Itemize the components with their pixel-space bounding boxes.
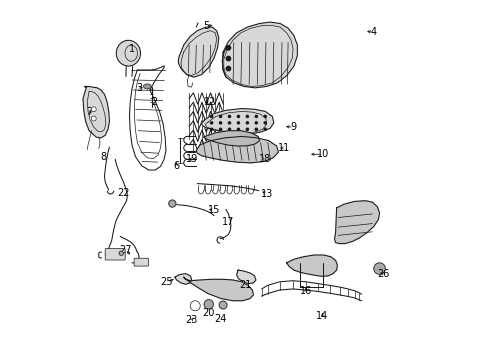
- Circle shape: [168, 200, 176, 207]
- Circle shape: [246, 128, 248, 130]
- Polygon shape: [196, 136, 278, 163]
- Text: 8: 8: [100, 152, 106, 162]
- Text: 27: 27: [120, 245, 132, 255]
- Text: 23: 23: [185, 315, 198, 325]
- Text: 17: 17: [222, 217, 234, 227]
- Circle shape: [190, 301, 200, 311]
- Circle shape: [210, 115, 212, 117]
- Text: 10: 10: [316, 149, 328, 159]
- FancyBboxPatch shape: [105, 249, 125, 260]
- Text: 12: 12: [204, 97, 216, 107]
- Circle shape: [203, 300, 213, 309]
- Circle shape: [219, 128, 221, 130]
- Circle shape: [219, 122, 221, 124]
- Text: 18: 18: [259, 154, 271, 164]
- Circle shape: [226, 57, 230, 61]
- FancyBboxPatch shape: [134, 258, 148, 266]
- Circle shape: [255, 122, 257, 124]
- Circle shape: [246, 115, 248, 117]
- Ellipse shape: [143, 84, 151, 89]
- Circle shape: [228, 128, 230, 130]
- Text: 22: 22: [117, 188, 130, 198]
- Text: 9: 9: [290, 122, 296, 132]
- Circle shape: [237, 115, 239, 117]
- Polygon shape: [178, 27, 218, 77]
- Text: 25: 25: [160, 277, 173, 287]
- Circle shape: [91, 116, 96, 121]
- Circle shape: [119, 251, 123, 255]
- Circle shape: [237, 128, 239, 130]
- Circle shape: [237, 122, 239, 124]
- Text: 24: 24: [214, 314, 226, 324]
- Text: 5: 5: [203, 21, 208, 31]
- Text: 1: 1: [129, 44, 135, 54]
- Polygon shape: [175, 274, 191, 284]
- Polygon shape: [201, 109, 273, 134]
- Circle shape: [210, 128, 212, 130]
- Text: 16: 16: [299, 287, 311, 296]
- Text: 3: 3: [136, 83, 142, 93]
- Text: 6: 6: [173, 161, 179, 171]
- Circle shape: [373, 263, 385, 274]
- Text: 26: 26: [376, 269, 388, 279]
- Polygon shape: [222, 22, 297, 88]
- Polygon shape: [334, 201, 379, 244]
- Text: 15: 15: [207, 205, 220, 215]
- Circle shape: [255, 128, 257, 130]
- Text: 19: 19: [185, 154, 197, 164]
- Circle shape: [264, 122, 266, 124]
- Circle shape: [228, 122, 230, 124]
- Text: 14: 14: [316, 311, 328, 321]
- Circle shape: [264, 128, 266, 130]
- Polygon shape: [203, 131, 259, 146]
- Circle shape: [219, 115, 221, 117]
- Circle shape: [210, 122, 212, 124]
- Circle shape: [226, 66, 230, 71]
- Text: 13: 13: [260, 189, 272, 199]
- Circle shape: [246, 122, 248, 124]
- Circle shape: [264, 115, 266, 117]
- Circle shape: [91, 107, 96, 112]
- Polygon shape: [183, 277, 253, 301]
- Ellipse shape: [116, 40, 140, 66]
- Text: 4: 4: [370, 27, 376, 37]
- Circle shape: [228, 115, 230, 117]
- Text: 11: 11: [278, 143, 290, 153]
- Text: 20: 20: [202, 308, 214, 318]
- Text: 7: 7: [86, 107, 92, 117]
- Circle shape: [226, 46, 230, 50]
- Polygon shape: [236, 270, 255, 284]
- Polygon shape: [83, 86, 109, 138]
- Polygon shape: [286, 255, 337, 276]
- Text: 2: 2: [151, 97, 157, 107]
- Circle shape: [219, 301, 226, 309]
- Text: 21: 21: [239, 280, 251, 291]
- Circle shape: [255, 115, 257, 117]
